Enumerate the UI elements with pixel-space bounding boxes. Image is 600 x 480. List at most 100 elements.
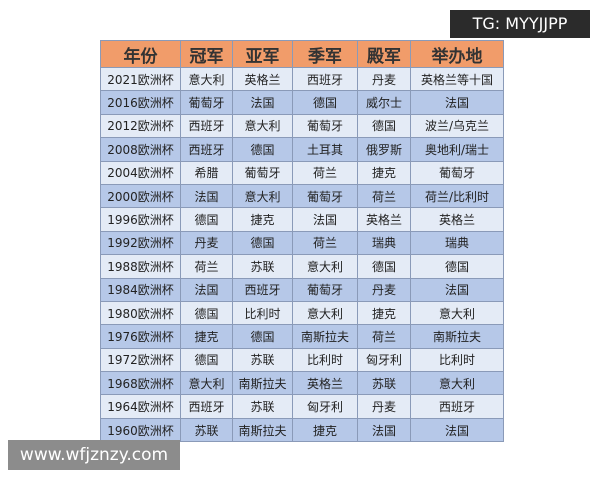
table-cell: 葡萄牙 — [180, 90, 233, 115]
table-cell: 法国 — [410, 277, 504, 302]
table-cell: 丹麦 — [180, 230, 233, 256]
table-cell: 南斯拉夫 — [232, 371, 293, 396]
table-cell: 德国 — [357, 254, 411, 279]
table-cell: 德国 — [232, 324, 293, 349]
table-cell: 1960欧洲杯 — [100, 417, 181, 443]
table-row: 1996欧洲杯 德国 捷克 法国 英格兰 英格兰 — [100, 207, 504, 232]
table-cell: 葡萄牙 — [410, 160, 504, 185]
table-cell: 西班牙 — [292, 66, 358, 92]
table-cell: 法国 — [410, 417, 504, 443]
table-cell: 德国 — [180, 207, 233, 232]
table-cell: 英格兰 — [292, 371, 358, 396]
table-cell: 比利时 — [410, 347, 504, 373]
header-cell: 举办地 — [410, 40, 504, 68]
table-cell: 1964欧洲杯 — [100, 394, 181, 419]
table-cell: 2004欧洲杯 — [100, 160, 181, 185]
table-cell: 奥地利/瑞士 — [410, 137, 504, 162]
table-cell: 土耳其 — [292, 137, 358, 162]
table-row: 2012欧洲杯 西班牙 意大利 葡萄牙 德国 波兰/乌克兰 — [100, 113, 504, 139]
header-cell: 殿军 — [357, 40, 411, 68]
table-cell: 瑞典 — [357, 230, 411, 256]
table-cell: 德国 — [232, 230, 293, 256]
table-cell: 1984欧洲杯 — [100, 277, 181, 302]
watermark-tg: TG: MYYJJPP — [450, 10, 590, 38]
table-row: 1968欧洲杯 意大利 南斯拉夫 英格兰 苏联 意大利 — [100, 371, 504, 396]
table-cell: 意大利 — [292, 300, 358, 326]
table-cell: 英格兰 — [232, 66, 293, 92]
table-body: 2021欧洲杯 意大利 英格兰 西班牙 丹麦 英格兰等十国 2016欧洲杯 葡萄牙 法国 德国 威尔… — [100, 66, 504, 443]
table-cell: 1988欧洲杯 — [100, 254, 181, 279]
table-cell: 苏联 — [180, 417, 233, 443]
table-cell: 丹麦 — [357, 66, 411, 92]
table-cell: 法国 — [232, 90, 293, 115]
table-row: 1988欧洲杯 荷兰 苏联 意大利 德国 德国 — [100, 254, 504, 279]
table-cell: 2008欧洲杯 — [100, 137, 181, 162]
table-cell: 匈牙利 — [292, 394, 358, 419]
table-cell: 英格兰 — [357, 207, 411, 232]
table-row: 2008欧洲杯 西班牙 德国 土耳其 俄罗斯 奥地利/瑞士 — [100, 137, 504, 162]
table-cell: 荷兰 — [292, 230, 358, 256]
table-cell: 捷克 — [357, 300, 411, 326]
table-cell: 1996欧洲杯 — [100, 207, 181, 232]
table-cell: 西班牙 — [180, 137, 233, 162]
table-cell: 意大利 — [180, 66, 233, 92]
watermark-site: www.wfjznzy.com — [8, 440, 180, 470]
table-cell: 葡萄牙 — [232, 160, 293, 185]
table-cell: 意大利 — [410, 300, 504, 326]
table-cell: 比利时 — [232, 300, 293, 326]
table-row: 1980欧洲杯 德国 比利时 意大利 捷克 意大利 — [100, 300, 504, 326]
table-cell: 荷兰 — [292, 160, 358, 185]
table-cell: 荷兰 — [357, 183, 411, 209]
table-cell: 苏联 — [232, 347, 293, 373]
table-cell: 法国 — [180, 277, 233, 302]
header-cell: 年份 — [100, 40, 181, 68]
header-cell: 冠军 — [180, 40, 233, 68]
table-row: 2004欧洲杯 希腊 葡萄牙 荷兰 捷克 葡萄牙 — [100, 160, 504, 185]
table-cell: 西班牙 — [232, 277, 293, 302]
table-cell: 丹麦 — [357, 277, 411, 302]
table-cell: 西班牙 — [180, 394, 233, 419]
table-cell: 荷兰 — [357, 324, 411, 349]
table-cell: 意大利 — [410, 371, 504, 396]
table-cell: 1992欧洲杯 — [100, 230, 181, 256]
table-cell: 德国 — [180, 347, 233, 373]
table-cell: 俄罗斯 — [357, 137, 411, 162]
table-cell: 荷兰 — [180, 254, 233, 279]
table-row: 2016欧洲杯 葡萄牙 法国 德国 威尔士 法国 — [100, 90, 504, 115]
table-cell: 匈牙利 — [357, 347, 411, 373]
table-cell: 丹麦 — [357, 394, 411, 419]
table-cell: 葡萄牙 — [292, 183, 358, 209]
table-cell: 捷克 — [232, 207, 293, 232]
table-cell: 捷克 — [292, 417, 358, 443]
table-cell: 希腊 — [180, 160, 233, 185]
table-cell: 西班牙 — [180, 113, 233, 139]
table-cell: 葡萄牙 — [292, 113, 358, 139]
table-cell: 法国 — [180, 183, 233, 209]
table-cell: 1968欧洲杯 — [100, 371, 181, 396]
table-cell: 葡萄牙 — [292, 277, 358, 302]
table-cell: 2021欧洲杯 — [100, 66, 181, 92]
table-row: 1972欧洲杯 德国 苏联 比利时 匈牙利 比利时 — [100, 347, 504, 373]
table-cell: 威尔士 — [357, 90, 411, 115]
table-cell: 德国 — [292, 90, 358, 115]
table-row: 1976欧洲杯 捷克 德国 南斯拉夫 荷兰 南斯拉夫 — [100, 324, 504, 349]
table-cell: 德国 — [232, 137, 293, 162]
table-row: 1964欧洲杯 西班牙 苏联 匈牙利 丹麦 西班牙 — [100, 394, 504, 419]
table-cell: 苏联 — [232, 254, 293, 279]
table-cell: 2012欧洲杯 — [100, 113, 181, 139]
table-cell: 意大利 — [232, 183, 293, 209]
table-cell: 苏联 — [232, 394, 293, 419]
table-cell: 德国 — [357, 113, 411, 139]
table-cell: 法国 — [292, 207, 358, 232]
table-cell: 意大利 — [232, 113, 293, 139]
header-cell: 季军 — [292, 40, 358, 68]
table-cell: 捷克 — [180, 324, 233, 349]
table-cell: 捷克 — [357, 160, 411, 185]
table-cell: 2016欧洲杯 — [100, 90, 181, 115]
table-cell: 1972欧洲杯 — [100, 347, 181, 373]
table-cell: 西班牙 — [410, 394, 504, 419]
table-cell: 德国 — [410, 254, 504, 279]
table-cell: 瑞典 — [410, 230, 504, 256]
header-cell: 亚军 — [232, 40, 293, 68]
